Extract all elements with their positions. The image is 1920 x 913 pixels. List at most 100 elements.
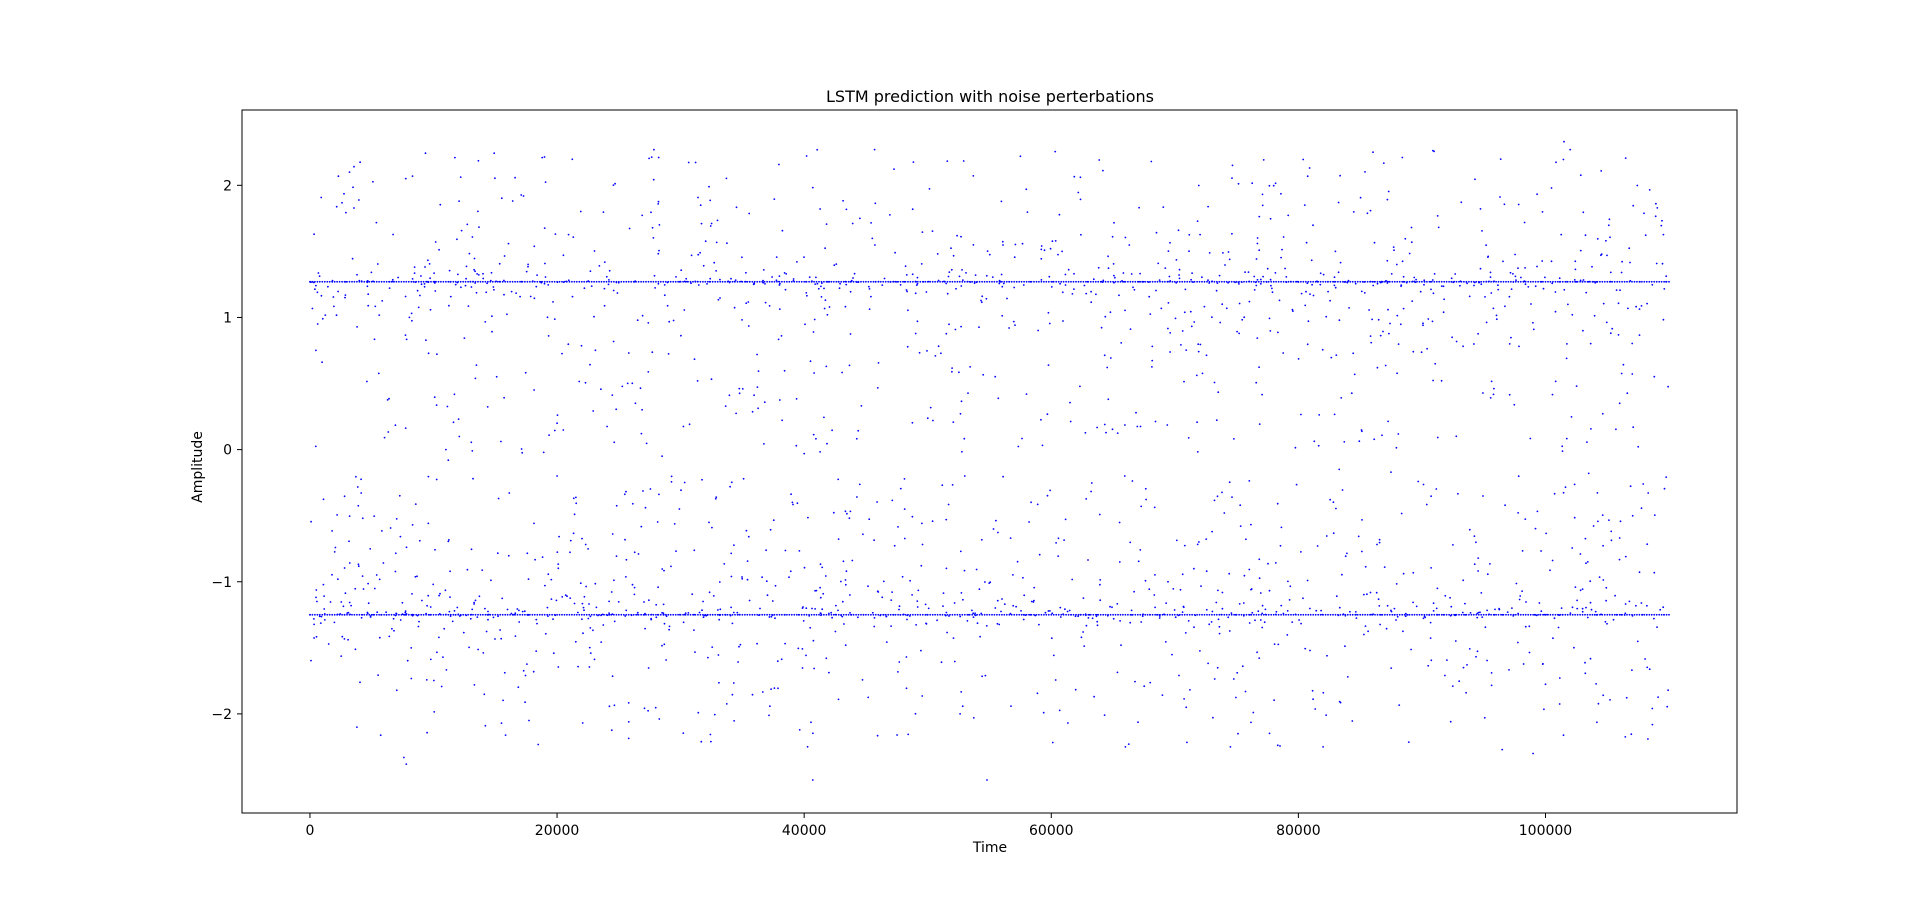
data-point [821, 282, 823, 284]
data-point [1309, 607, 1311, 610]
data-point [411, 319, 413, 322]
data-point [1156, 280, 1159, 283]
data-point [1040, 418, 1042, 421]
data-point [594, 582, 597, 585]
data-point [790, 493, 792, 496]
data-point [315, 284, 317, 287]
data-point [699, 204, 702, 207]
data-point [1566, 613, 1569, 616]
data-point [1553, 617, 1556, 620]
data-point [1304, 613, 1307, 616]
data-point [1643, 212, 1645, 215]
data-point [1144, 579, 1147, 582]
data-point [489, 279, 492, 282]
data-point [1160, 307, 1163, 310]
data-point [1098, 513, 1101, 516]
data-point [397, 276, 399, 279]
data-point [1067, 722, 1069, 724]
data-point [448, 304, 450, 307]
data-point [486, 406, 489, 408]
data-point [314, 445, 317, 448]
data-point [1196, 220, 1199, 223]
data-point [405, 613, 407, 616]
data-point [1648, 668, 1651, 671]
data-point [526, 613, 529, 616]
data-point [536, 613, 539, 616]
data-point [1438, 613, 1441, 616]
data-point [316, 280, 319, 283]
data-point [1267, 562, 1269, 565]
data-point [865, 613, 867, 616]
data-point [578, 613, 581, 616]
data-point [536, 280, 539, 283]
data-point [1508, 669, 1510, 671]
data-point [391, 278, 394, 281]
data-point [1500, 280, 1502, 283]
data-point [718, 613, 721, 616]
data-point [733, 544, 735, 546]
data-point [631, 382, 634, 385]
data-point [1490, 672, 1493, 674]
data-point [1082, 631, 1084, 633]
data-point [887, 613, 890, 616]
data-point [410, 280, 413, 283]
data-point [1498, 607, 1500, 610]
data-point [1522, 280, 1525, 283]
data-point [578, 380, 581, 383]
data-point [1141, 280, 1144, 283]
data-point [1111, 606, 1113, 609]
data-point [507, 554, 510, 557]
data-point [1231, 496, 1233, 498]
data-point [1096, 426, 1098, 429]
data-point [1386, 198, 1389, 201]
data-point [1267, 613, 1270, 616]
data-point [424, 266, 426, 268]
data-point [1574, 268, 1577, 271]
data-point [310, 520, 312, 523]
data-point [1200, 585, 1202, 587]
data-point [1646, 604, 1648, 607]
data-point [492, 616, 495, 619]
data-point [1397, 433, 1400, 435]
data-point [1001, 240, 1004, 243]
data-point [378, 280, 380, 283]
data-point [665, 614, 667, 616]
data-point [1495, 318, 1498, 321]
data-point [1653, 571, 1656, 574]
data-point [1576, 607, 1579, 610]
data-point [778, 275, 781, 277]
data-point [1493, 387, 1495, 390]
data-point [1551, 393, 1554, 396]
data-point [1451, 336, 1453, 339]
data-point [684, 612, 687, 614]
data-point [1349, 613, 1352, 616]
data-point [1111, 428, 1114, 431]
data-point [1565, 437, 1568, 440]
data-point [903, 280, 906, 283]
data-point [960, 285, 963, 287]
data-point [598, 280, 600, 283]
data-point [1321, 348, 1324, 351]
data-point [449, 615, 452, 617]
data-point [513, 613, 515, 616]
data-point [920, 564, 923, 567]
data-point [902, 613, 905, 616]
data-point [1144, 487, 1147, 490]
data-point [1448, 280, 1450, 283]
data-point [1653, 514, 1656, 516]
data-point [449, 570, 451, 573]
data-point [1658, 280, 1661, 283]
data-point [1057, 280, 1060, 283]
data-point [890, 625, 892, 627]
data-point [747, 301, 750, 303]
data-point [757, 407, 759, 410]
data-point [731, 280, 734, 283]
data-point [481, 569, 484, 571]
data-point [1324, 280, 1327, 283]
data-point [1499, 158, 1502, 161]
data-point [1455, 280, 1458, 283]
data-point [565, 280, 568, 283]
data-point [731, 622, 734, 625]
data-point [1369, 209, 1372, 212]
data-point [463, 337, 466, 339]
